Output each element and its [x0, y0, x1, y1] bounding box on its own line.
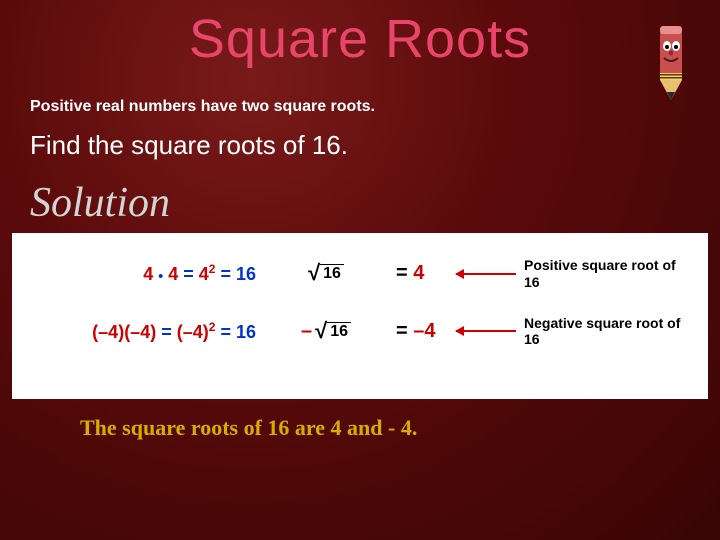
sqrt-negative: – √16 [256, 320, 396, 343]
arrow-icon [456, 330, 516, 332]
explain-positive: Positive square root of 16 [524, 257, 684, 291]
sqrt-positive: √16 [256, 264, 396, 283]
arrow-icon [456, 273, 516, 275]
equation-positive: 4 • 4 = 42 = 16 [26, 262, 256, 285]
result-negative: = –4 [396, 320, 456, 343]
equation-negative: (–4)(–4) = (–4)2 = 16 [26, 320, 256, 343]
solution-box: 4 • 4 = 42 = 16 √16 = 4 Positive square … [12, 233, 708, 399]
negative-root-row: (–4)(–4) = (–4)2 = 16 – √16 = –4 Negativ… [26, 315, 694, 349]
positive-root-row: 4 • 4 = 42 = 16 √16 = 4 Positive square … [26, 257, 694, 291]
pencil-icon [642, 18, 700, 111]
page-title: Square Roots [0, 0, 720, 70]
solution-heading: Solution [30, 179, 720, 227]
subtitle-text: Positive real numbers have two square ro… [30, 98, 720, 116]
result-positive: = 4 [396, 262, 456, 285]
conclusion-text: The square roots of 16 are 4 and - 4. [80, 415, 720, 441]
explain-negative: Negative square root of 16 [524, 315, 684, 349]
prompt-text: Find the square roots of 16. [30, 130, 720, 161]
